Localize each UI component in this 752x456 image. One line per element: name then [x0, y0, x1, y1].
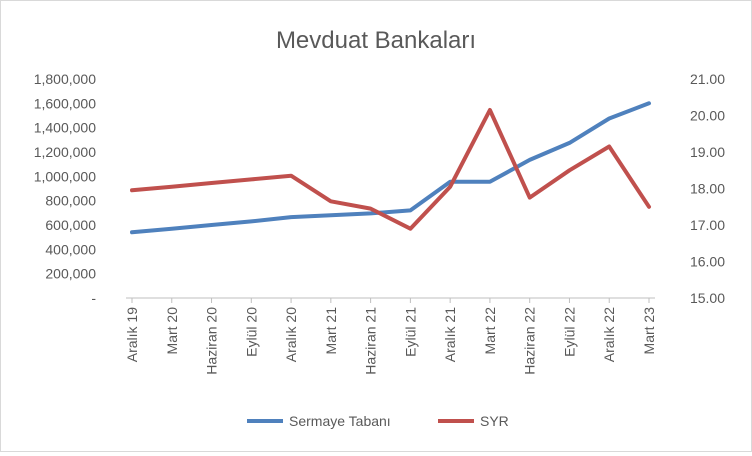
x-tick-label: Eylül 21 — [402, 307, 418, 357]
left-tick-label: 1,200,000 — [34, 144, 96, 160]
x-tick-label: Mart 20 — [164, 307, 180, 355]
left-tick-label: 200,000 — [45, 266, 96, 282]
x-tick-label: Aralık 20 — [283, 307, 299, 362]
legend-item-syr: SYR — [480, 413, 509, 429]
right-tick-label: 16.00 — [690, 254, 725, 270]
legend: Sermaye Tabanı SYR — [247, 413, 509, 429]
left-tick-label: 800,000 — [45, 193, 96, 209]
left-axis-ticks: - 200,000 400,000 600,000 800,000 1,000,000 1,… — [34, 71, 97, 306]
x-tick-label: Eylül 22 — [561, 307, 577, 357]
x-tick-label: Haziran 22 — [522, 307, 538, 375]
left-tick-label: 1,600,000 — [34, 95, 96, 111]
right-tick-label: 17.00 — [690, 217, 725, 233]
left-tick-label: 1,000,000 — [34, 168, 96, 184]
right-tick-label: 15.00 — [690, 290, 725, 306]
x-tick-label: Aralık 21 — [442, 307, 458, 362]
left-tick-label: - — [91, 290, 96, 306]
left-tick-label: 1,800,000 — [34, 71, 96, 87]
right-tick-label: 18.00 — [690, 181, 725, 197]
right-axis-ticks: 15.00 16.00 17.00 18.00 19.00 20.00 21.00 — [690, 71, 725, 306]
left-tick-label: 400,000 — [45, 241, 96, 257]
right-tick-label: 19.00 — [690, 144, 725, 160]
x-tick-label: Mart 22 — [482, 307, 498, 355]
series-layer — [132, 103, 649, 232]
x-tick-label: Mart 21 — [323, 307, 339, 355]
x-tick-label: Eylül 20 — [243, 307, 259, 357]
right-tick-label: 20.00 — [690, 108, 725, 124]
x-axis: Aralık 19 Mart 20 Haziran 20 Eylül 20 Aralık… — [124, 298, 657, 375]
left-tick-label: 600,000 — [45, 217, 96, 233]
chart-title: Mevduat Bankaları — [276, 27, 476, 54]
x-tick-label: Aralık 22 — [601, 307, 617, 362]
x-tick-label: Haziran 21 — [363, 307, 379, 375]
legend-item-sermaye-tabani: Sermaye Tabanı — [289, 413, 391, 429]
x-tick-label: Haziran 20 — [204, 307, 220, 375]
x-tick-label: Mart 23 — [641, 307, 657, 355]
left-tick-label: 1,400,000 — [34, 120, 96, 136]
x-tick-label: Aralık 19 — [124, 307, 140, 362]
right-tick-label: 21.00 — [690, 71, 725, 87]
